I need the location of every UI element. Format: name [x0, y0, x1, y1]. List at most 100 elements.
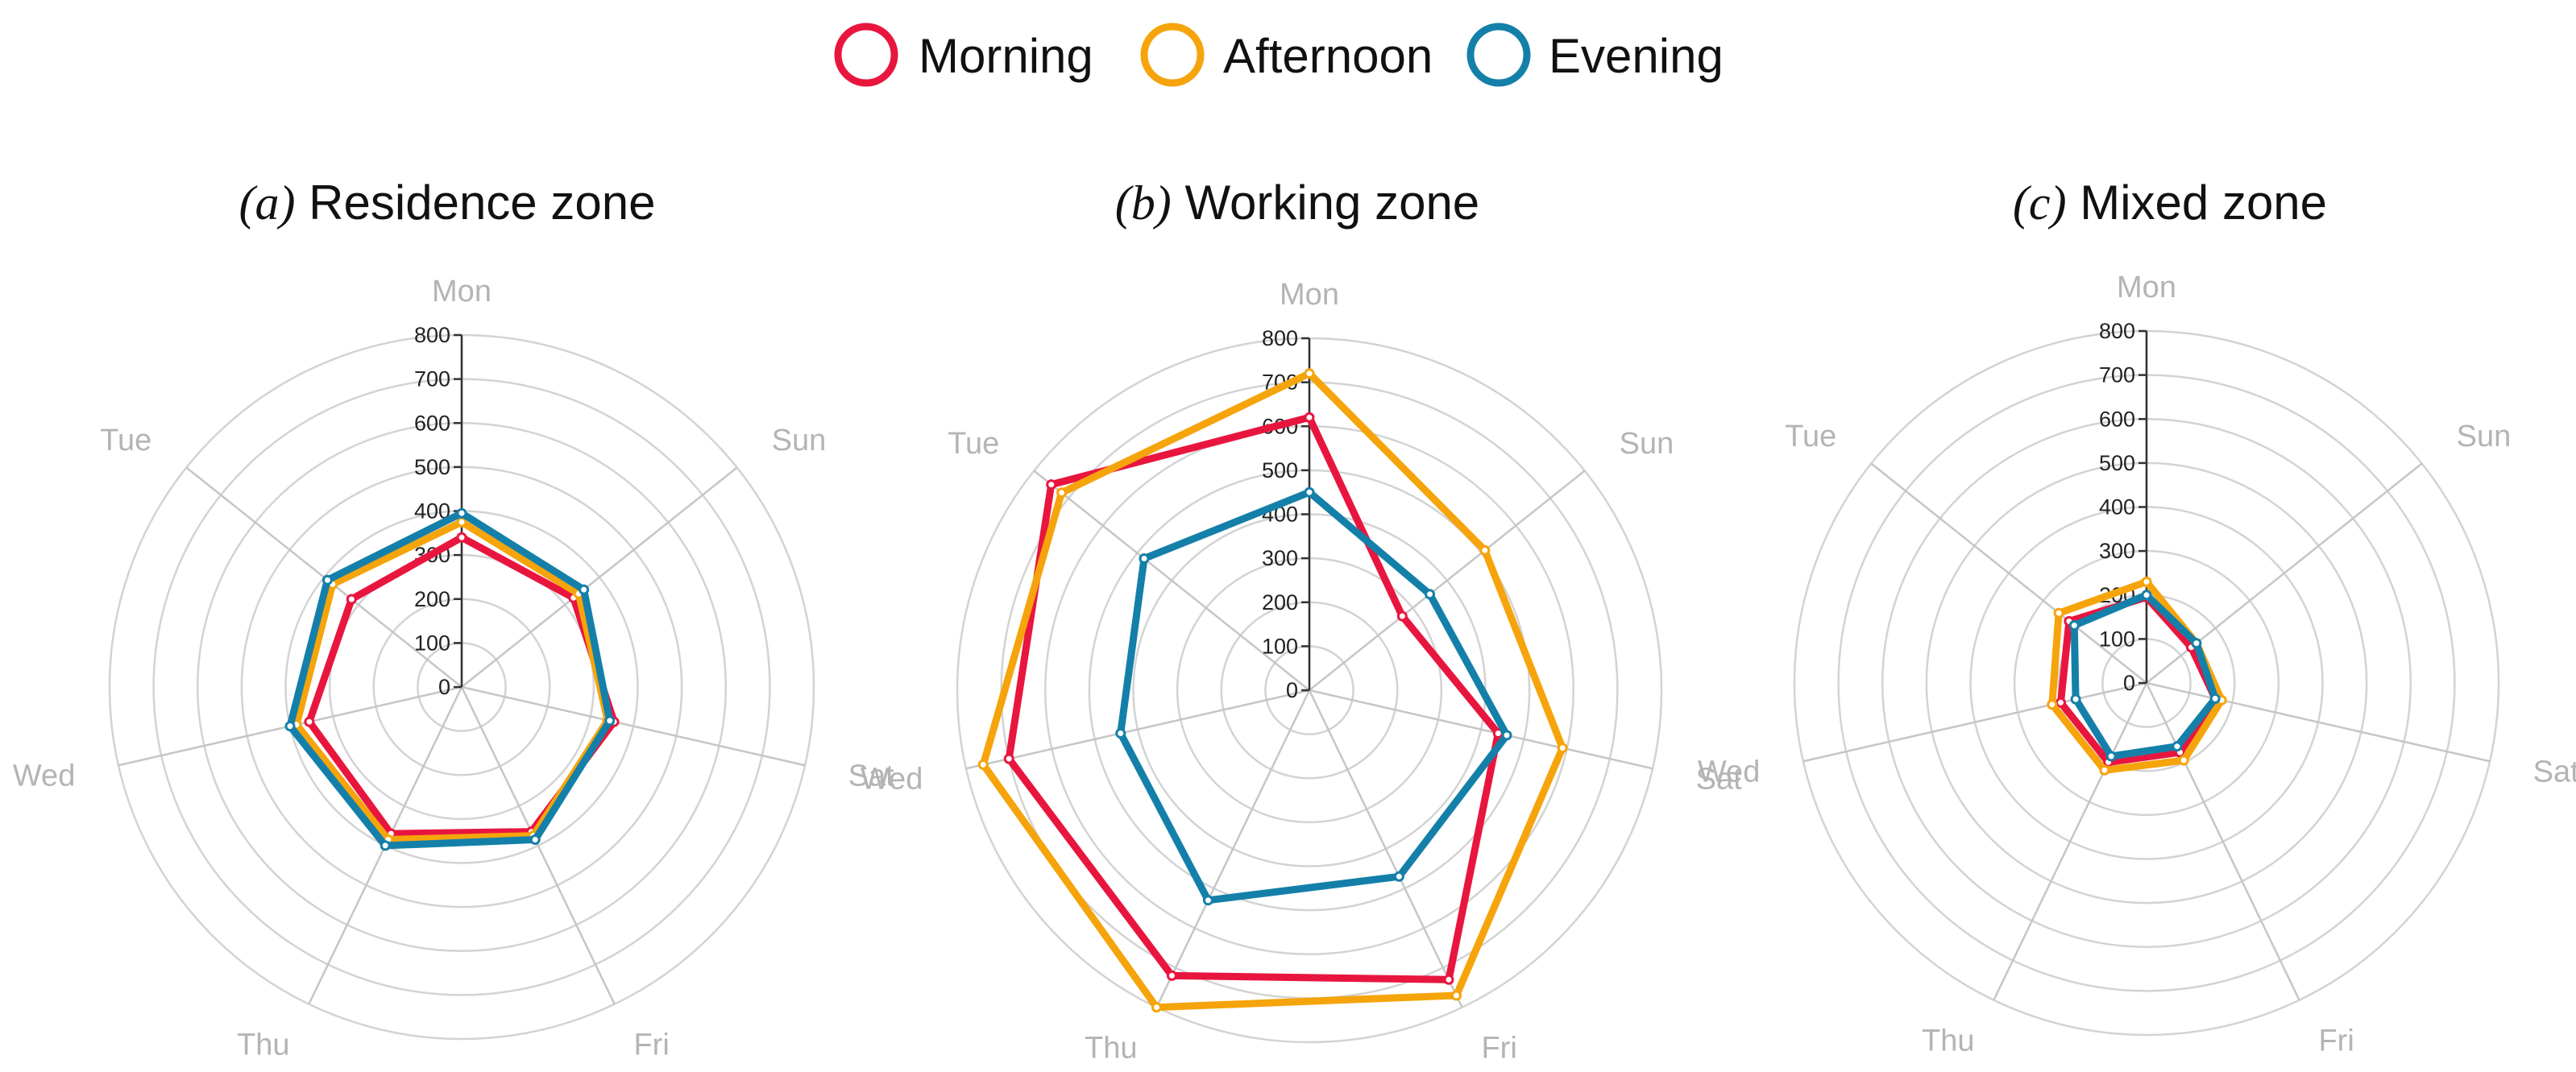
data-point-evening-mon [2141, 590, 2152, 601]
panel-mixed-zone: (c) Mixed zone Mon Sun Sat Fri Thu Wed Tue 0 100… [1698, 176, 2576, 1058]
legend-item-afternoon: Afternoon [1140, 23, 1433, 87]
data-point-morning-tue [346, 594, 357, 605]
data-point-evening-wed [284, 721, 296, 732]
data-point-afternoon-mon [1304, 368, 1315, 379]
axis-label-thu: Thu [237, 1028, 289, 1062]
axis-label-fri: Fri [2318, 1024, 2354, 1058]
axis-label-mon: Mon [2117, 271, 2176, 304]
series-line-evening [2070, 590, 2220, 760]
series-line-evening [286, 509, 614, 850]
series-morning [1003, 412, 1504, 985]
series-line-morning [2056, 593, 2220, 767]
legend-label-morning: Morning [919, 29, 1093, 83]
axis-label-sun: Sun [1620, 427, 1674, 461]
tick-label: 0 [1286, 678, 1298, 702]
data-point-evening-tue [2068, 620, 2080, 631]
axis-label-sun: Sun [772, 424, 827, 457]
data-point-morning-thu [1166, 970, 1177, 981]
data-point-morning-fri [1443, 974, 1454, 985]
data-point-afternoon-sun [1479, 544, 1491, 556]
axis-label-sat: Sat [1696, 762, 1742, 796]
data-point-afternoon-wed [2047, 699, 2058, 710]
series-line-morning [1005, 413, 1503, 983]
spoke-fri [460, 686, 616, 1005]
tick-label: 600 [414, 411, 450, 435]
series-evening [284, 507, 616, 851]
data-point-morning-wed [2055, 697, 2066, 708]
tick-label: 800 [2099, 319, 2135, 343]
spoke-wed [965, 689, 1310, 770]
panel-title-text: Residence zone [309, 176, 655, 230]
legend-label-afternoon: Afternoon [1223, 29, 1433, 83]
data-point-evening-sun [1425, 589, 1435, 600]
data-point-morning-mon [456, 532, 467, 543]
tick-label: 600 [2099, 407, 2135, 431]
axis-label-tue: Tue [948, 427, 999, 461]
spoke-sat [1309, 689, 1653, 770]
axis-label-wed: Wed [13, 759, 75, 793]
data-point-evening-tue [321, 574, 333, 586]
axis-label-sun: Sun [2457, 420, 2512, 453]
axis-label-tue: Tue [100, 424, 151, 457]
data-point-evening-mon [1304, 486, 1315, 498]
data-point-evening-sun [2191, 638, 2202, 649]
series-evening [2068, 590, 2221, 762]
series-line-afternoon [979, 369, 1567, 1012]
data-point-evening-sat [1501, 730, 1512, 741]
spoke-sun [1309, 470, 1586, 691]
legend-item-evening: Evening [1466, 23, 1724, 87]
tick-label: 100 [1262, 634, 1298, 658]
tick-label: 800 [414, 323, 450, 347]
data-point-afternoon-mon [2141, 576, 2152, 587]
tick-label: 500 [414, 455, 450, 479]
tick-label: 800 [1262, 326, 1298, 350]
tick-label: 100 [414, 631, 450, 655]
data-point-morning-mon [1304, 412, 1315, 423]
data-point-afternoon-fri [2178, 755, 2189, 766]
panel-title-residence: (a) Residence zone [239, 176, 656, 230]
series-line-evening [1117, 488, 1512, 904]
tick-label: 300 [2099, 539, 2135, 563]
legend-item-morning: Morning [834, 23, 1093, 87]
tick-label: 200 [1262, 590, 1298, 615]
data-point-afternoon-thu [2099, 764, 2110, 776]
axis-label-wed: Wed [861, 762, 923, 796]
legend-swatch-evening [1466, 23, 1531, 87]
panel-title-working: (b) Working zone [1115, 176, 1479, 230]
radar-mixed: MonSunSatFriThuWedTue0100200300400500600… [1698, 271, 2576, 1058]
panel-title-gap [1172, 176, 1185, 230]
axis-label-sat: Sat [2533, 755, 2576, 788]
tick-label: 200 [414, 587, 450, 611]
data-point-afternoon-sat [1557, 743, 1568, 754]
data-point-evening-thu [2105, 751, 2117, 762]
series-evening [1115, 486, 1512, 906]
data-point-evening-thu [380, 840, 391, 851]
data-point-afternoon-thu [1151, 1002, 1162, 1013]
radar-residence: MonSunSatFriThuWedTue0100200300400500600… [13, 275, 894, 1062]
spoke-sun [461, 466, 738, 688]
data-point-morning-wed [1003, 753, 1014, 764]
data-point-evening-fri [1393, 871, 1404, 882]
data-point-morning-tue [1046, 479, 1057, 490]
tick-label: 100 [2099, 627, 2135, 651]
legend-label-evening: Evening [1549, 29, 1724, 83]
spoke-tue [1870, 462, 2147, 684]
axis-label-tue: Tue [1785, 420, 1836, 453]
data-point-afternoon-fri [1451, 990, 1462, 1001]
legend-swatch-morning [834, 23, 898, 87]
data-point-evening-mon [456, 507, 467, 519]
radar-working: MonSunSatFriThuWedTue0100200300400500600… [861, 278, 1742, 1065]
data-point-afternoon-wed [977, 759, 989, 770]
panel-title-gap [2067, 176, 2080, 230]
data-point-evening-wed [2070, 693, 2081, 705]
tick-label: 300 [1262, 546, 1298, 570]
data-point-afternoon-tue [2053, 607, 2064, 619]
panel-title-gap [296, 176, 309, 230]
panel-title-prefix: (c) [2013, 176, 2067, 230]
spoke-fri [2145, 682, 2300, 1001]
data-point-evening-sat [604, 715, 616, 726]
panel-title-text: Working zone [1184, 176, 1479, 230]
data-point-afternoon-tue [1056, 487, 1067, 499]
series-afternoon [977, 368, 1568, 1013]
